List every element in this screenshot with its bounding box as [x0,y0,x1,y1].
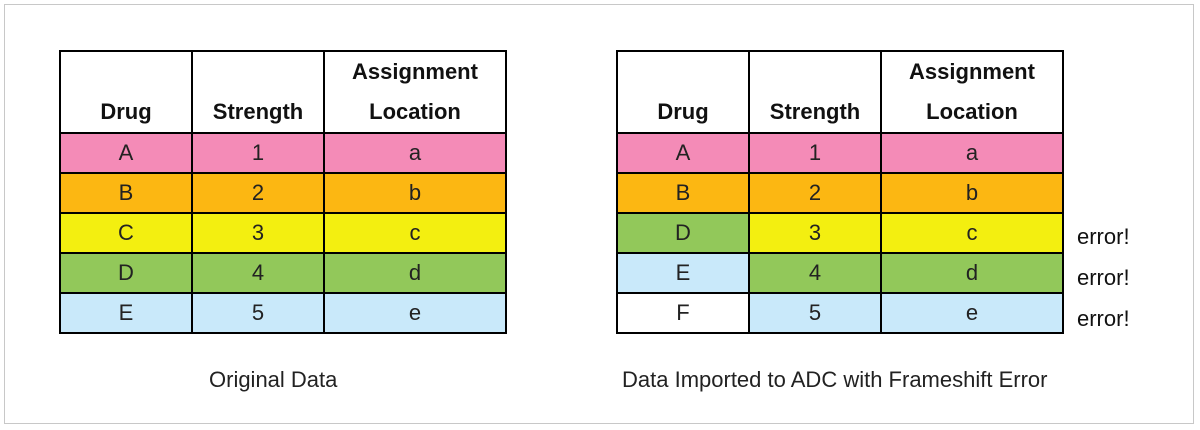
strength-cell: 3 [748,212,882,254]
location-cell: d [880,252,1064,294]
original-data-caption: Original Data [209,367,338,392]
location-cell: e [323,292,507,334]
strength-header: Strength [748,50,882,134]
location-cell: a [323,132,507,174]
drug-cell: D [616,212,750,254]
imported-data-caption: Data Imported to ADC with Frameshift Err… [622,367,1048,392]
header-line-1: Assignment [352,59,478,84]
location-cell: b [880,172,1064,214]
figure-frame [4,4,1194,424]
strength-cell: 2 [748,172,882,214]
location-cell: d [323,252,507,294]
strength-cell: 1 [748,132,882,174]
drug-cell: A [616,132,750,174]
drug-cell: A [59,132,193,174]
strength-cell: 3 [191,212,325,254]
location-cell: e [880,292,1064,334]
strength-cell: 1 [191,132,325,174]
error-flag: error! [1077,306,1130,331]
drug-cell: E [616,252,750,294]
header-line-2: Location [369,99,461,124]
drug-cell: E [59,292,193,334]
drug-cell: D [59,252,193,294]
header-line-2: Location [926,99,1018,124]
strength-cell: 4 [191,252,325,294]
location-cell: c [880,212,1064,254]
location-cell: c [323,212,507,254]
header-row: Drug Strength Assignment Location [59,50,507,134]
error-flag: error! [1077,265,1130,290]
drug-cell: C [59,212,193,254]
strength-cell: 2 [191,172,325,214]
drug-cell: F [616,292,750,334]
drug-cell: B [616,172,750,214]
assignment-location-header: Assignment Location [880,50,1064,134]
strength-cell: 4 [748,252,882,294]
strength-cell: 5 [191,292,325,334]
assignment-location-header: Assignment Location [323,50,507,134]
strength-cell: 5 [748,292,882,334]
drug-header: Drug [59,50,193,134]
location-cell: a [880,132,1064,174]
drug-header: Drug [616,50,750,134]
header-row: Drug Strength Assignment Location [616,50,1064,134]
location-cell: b [323,172,507,214]
header-line-1: Assignment [909,59,1035,84]
strength-header: Strength [191,50,325,134]
drug-cell: B [59,172,193,214]
error-flag: error! [1077,224,1130,249]
